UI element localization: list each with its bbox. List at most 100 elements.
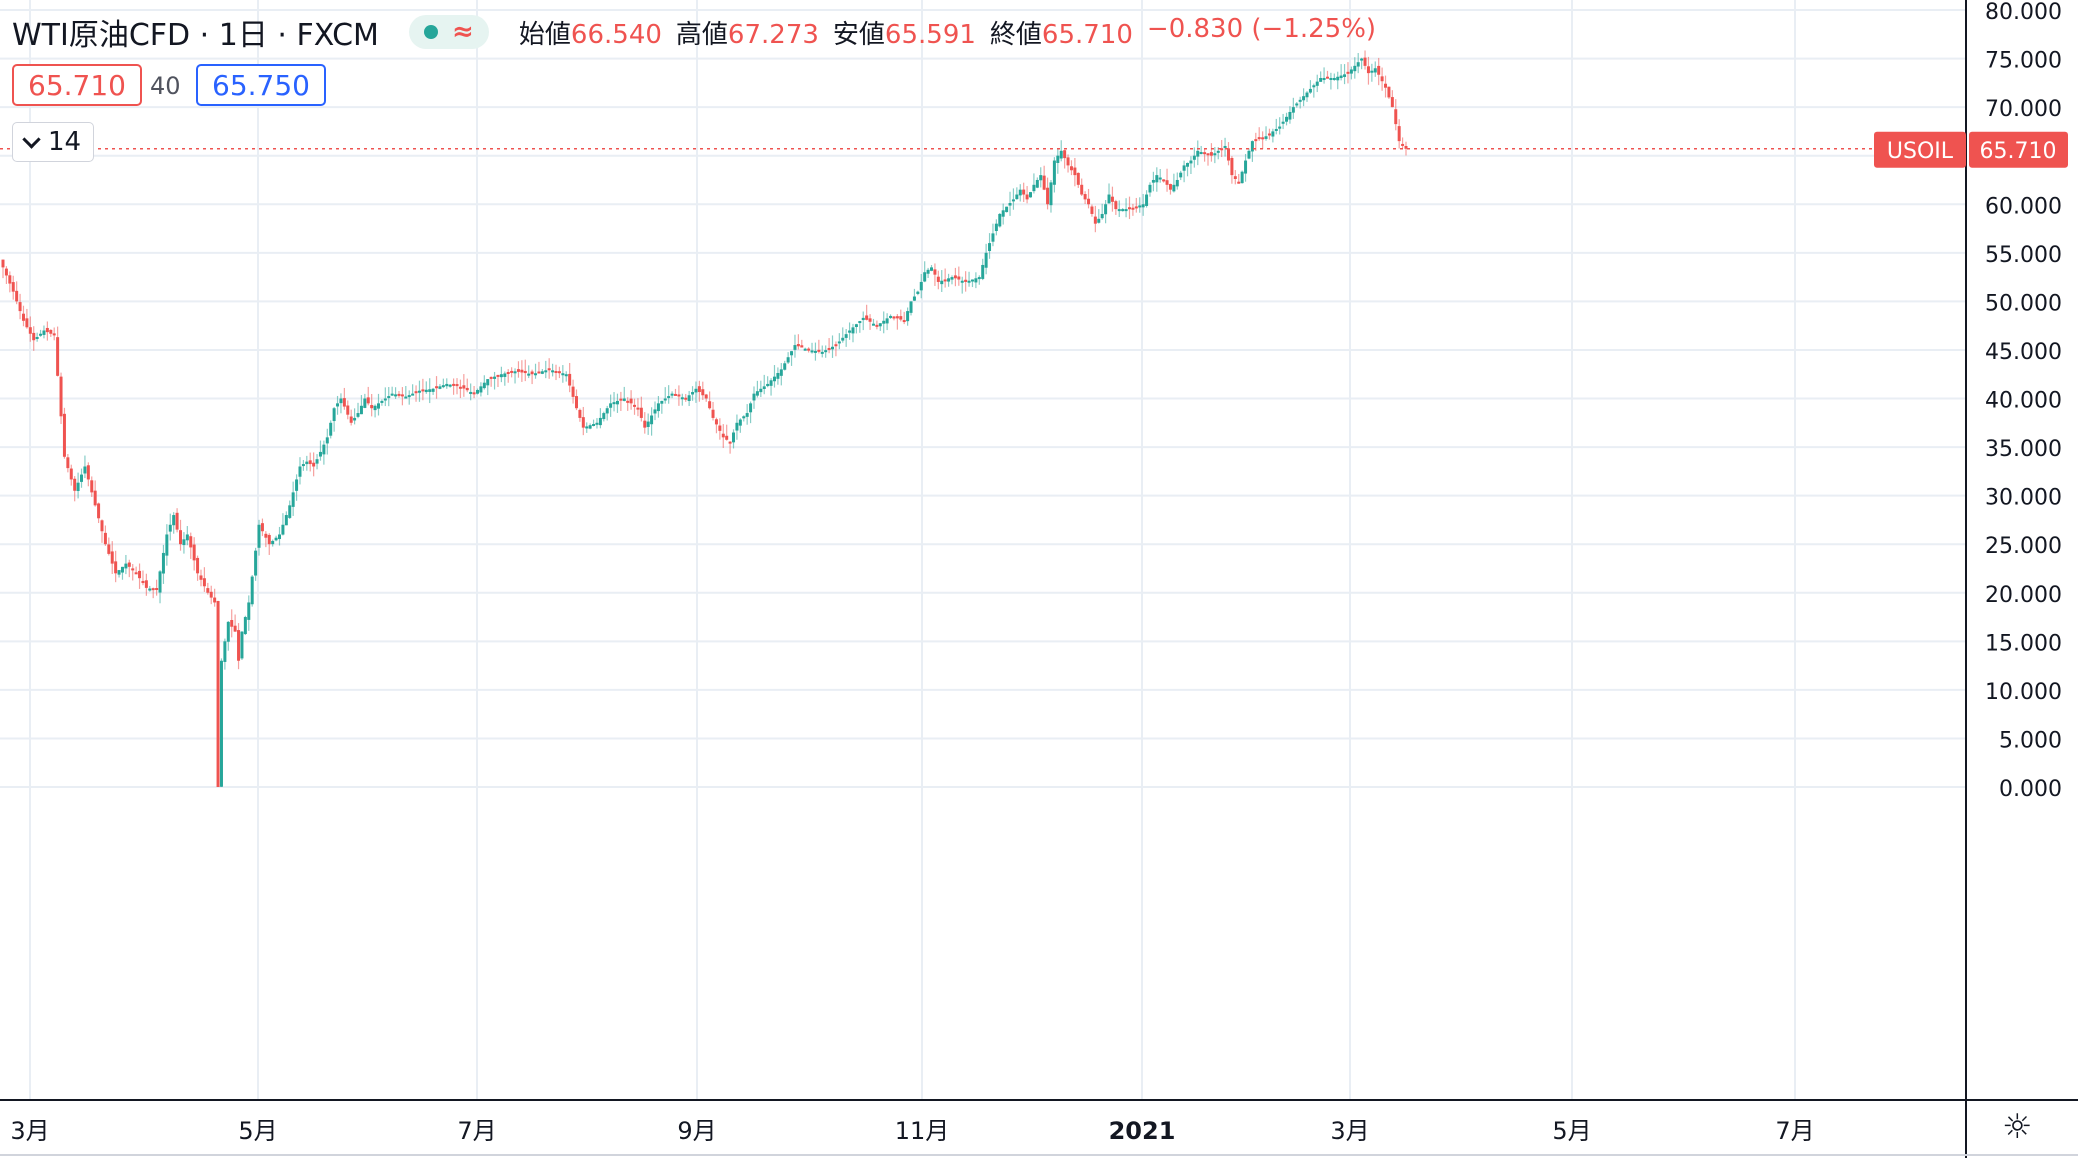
candle-body bbox=[1373, 68, 1377, 73]
candle-body bbox=[923, 272, 927, 282]
candle-body bbox=[1127, 207, 1131, 210]
candle-body bbox=[1124, 209, 1128, 212]
candle-body bbox=[394, 394, 398, 397]
candle-body bbox=[73, 478, 77, 491]
buy-price-button[interactable]: 65.750 bbox=[196, 64, 326, 106]
candle-body bbox=[1165, 180, 1169, 185]
candle-body bbox=[8, 275, 12, 284]
candle-body bbox=[131, 568, 135, 571]
candle-body bbox=[1332, 77, 1336, 80]
candle-body bbox=[479, 386, 483, 393]
y-tick-label: 40.000 bbox=[1985, 389, 2062, 414]
candle-body bbox=[1295, 103, 1299, 106]
candle-body bbox=[168, 524, 172, 532]
candle-body bbox=[636, 407, 640, 410]
candle-body bbox=[977, 277, 981, 280]
candle-body bbox=[1042, 175, 1046, 190]
candle-body bbox=[912, 296, 916, 301]
candle-body bbox=[165, 534, 169, 556]
candle-body bbox=[1206, 153, 1210, 156]
candle-body bbox=[237, 630, 241, 661]
candle-body bbox=[1100, 213, 1104, 219]
candle-body bbox=[1223, 145, 1227, 148]
indicators-toggle[interactable]: 14 bbox=[12, 122, 95, 162]
candle-body bbox=[288, 505, 292, 518]
candle-body bbox=[738, 419, 742, 426]
candle-body bbox=[356, 413, 360, 417]
candle-body bbox=[247, 602, 251, 620]
candle-body bbox=[117, 570, 121, 575]
candle-body bbox=[100, 520, 104, 532]
candle-body bbox=[523, 370, 527, 374]
candle-body bbox=[1008, 203, 1012, 206]
candle-body bbox=[230, 620, 234, 627]
x-tick-label: 3月 bbox=[10, 1117, 49, 1145]
candle-body bbox=[1069, 166, 1073, 171]
candle-body bbox=[1319, 77, 1323, 82]
candle-body bbox=[1121, 209, 1125, 212]
candle-body bbox=[69, 468, 73, 480]
candle-body bbox=[1, 259, 5, 268]
x-tick-label: 5月 bbox=[238, 1117, 277, 1145]
candle-body bbox=[18, 302, 22, 312]
candle-body bbox=[1315, 81, 1319, 86]
symbol-title[interactable]: WTI原油CFD · 1日 · FXCM bbox=[12, 18, 379, 53]
candle-body bbox=[455, 384, 459, 387]
candle-body bbox=[1148, 184, 1152, 193]
candle-body bbox=[226, 621, 230, 642]
candle-body bbox=[653, 409, 657, 414]
candle-body bbox=[752, 393, 756, 401]
candle-body bbox=[1377, 65, 1381, 75]
candle-body bbox=[83, 466, 87, 474]
indicators-count: 14 bbox=[48, 127, 82, 157]
candle-body bbox=[783, 363, 787, 370]
candle-body bbox=[363, 398, 367, 408]
candle-body bbox=[1390, 97, 1394, 108]
y-tick-label: 70.000 bbox=[1985, 97, 2062, 122]
candle-body bbox=[127, 562, 131, 567]
candle-body bbox=[1179, 172, 1183, 178]
candle-body bbox=[359, 405, 363, 415]
candle-body bbox=[1192, 155, 1196, 160]
y-tick-label: 15.000 bbox=[1985, 631, 2062, 656]
candle-body bbox=[656, 403, 660, 412]
candle-body bbox=[827, 347, 831, 350]
candle-body bbox=[557, 371, 561, 374]
candle-body bbox=[988, 243, 992, 252]
candle-body bbox=[1261, 137, 1265, 140]
candle-body bbox=[452, 383, 456, 386]
candle-body bbox=[1052, 160, 1056, 185]
market-status-pill[interactable]: ≈ bbox=[408, 15, 489, 49]
candle-body bbox=[1107, 194, 1111, 204]
candle-body bbox=[1001, 210, 1005, 217]
candle-body bbox=[875, 324, 879, 327]
candle-body bbox=[779, 369, 783, 376]
candle-body bbox=[667, 396, 671, 399]
candle-body bbox=[1349, 69, 1353, 74]
candle-body bbox=[1312, 85, 1316, 88]
candle-body bbox=[1291, 107, 1295, 113]
sell-price-button[interactable]: 65.710 bbox=[12, 64, 142, 106]
candle-body bbox=[1114, 201, 1118, 210]
candle-body bbox=[138, 570, 142, 579]
candle-body bbox=[1035, 179, 1039, 188]
candle-body bbox=[397, 393, 401, 396]
candle-body bbox=[1387, 86, 1391, 98]
candle-body bbox=[1029, 192, 1033, 198]
candle-body bbox=[650, 415, 654, 425]
candle-body bbox=[964, 279, 968, 282]
candle-body bbox=[547, 368, 551, 371]
candle-body bbox=[1138, 205, 1142, 208]
settings-gear-icon[interactable]: ☼ bbox=[2002, 1107, 2033, 1147]
candle-body bbox=[793, 345, 797, 350]
candle-body bbox=[213, 597, 217, 603]
candle-body bbox=[202, 578, 206, 587]
candle-body bbox=[1380, 76, 1384, 82]
candle-body bbox=[1404, 145, 1408, 149]
symbol-tag-label: USOIL bbox=[1887, 139, 1954, 164]
candle-body bbox=[332, 408, 336, 422]
candle-body bbox=[807, 348, 811, 351]
change-value: −0.830 (−1.25%) bbox=[1146, 13, 1377, 44]
candle-body bbox=[520, 369, 524, 373]
